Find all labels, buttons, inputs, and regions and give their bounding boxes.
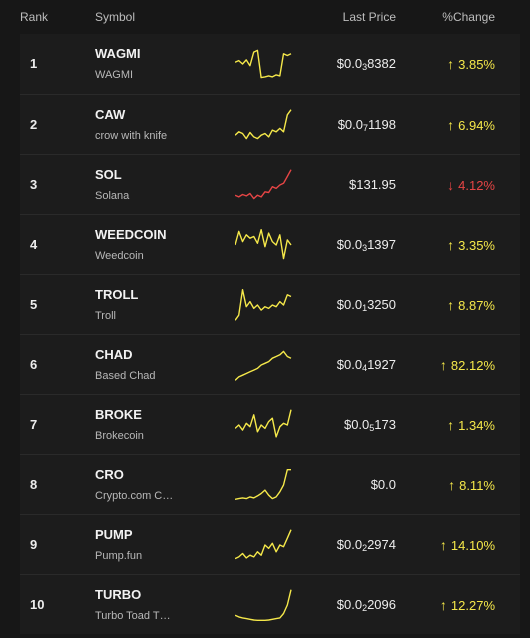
sparkline-chart	[235, 468, 291, 500]
table-row[interactable]: 6 CHAD Based Chad $0.041927 ↑ 82.12%	[20, 334, 520, 394]
rank-number: 8	[30, 477, 38, 492]
header-last-price[interactable]: Last Price	[342, 10, 396, 24]
last-price: $0.041927	[336, 357, 396, 373]
sparkline-chart	[235, 169, 292, 200]
table-row[interactable]: 9 PUMP Pump.fun $0.022974 ↑ 14.10%	[20, 514, 520, 574]
header-symbol[interactable]: Symbol	[95, 10, 136, 24]
table-row[interactable]: 1 WAGMI WAGMI $0.038382 ↑ 3.85%	[20, 34, 520, 94]
last-price: $0.0	[370, 477, 396, 492]
header-change[interactable]: %Change	[442, 10, 495, 24]
last-price: $0.05173	[343, 417, 396, 433]
token-name: Pump.fun	[95, 550, 143, 562]
sparkline-chart	[235, 529, 292, 560]
table-row[interactable]: 4 WEEDCOIN Weedcoin $0.031397 ↑ 3.35%	[20, 214, 520, 274]
symbol-cell[interactable]: WEEDCOIN Weedcoin	[95, 227, 167, 263]
ticker-symbol: PUMP	[95, 527, 133, 542]
rank-number: 10	[30, 597, 45, 612]
percent-change: ↑ 3.85%	[447, 56, 495, 72]
percent-change: ↑ 1.34%	[447, 417, 495, 433]
rank-number: 5	[30, 297, 38, 312]
percent-change: ↑ 8.87%	[447, 297, 495, 313]
ticker-symbol: WEEDCOIN	[95, 227, 167, 242]
symbol-cell[interactable]: CRO Crypto.com C…	[95, 467, 173, 503]
table-row[interactable]: 2 CAW crow with knife $0.071198 ↑ 6.94%	[20, 94, 520, 154]
last-price: $0.031397	[336, 237, 396, 253]
ticker-symbol: CAW	[95, 107, 126, 122]
ticker-symbol: CRO	[95, 467, 124, 482]
arrow-up-icon: ↑	[447, 56, 455, 72]
ticker-symbol: TURBO	[95, 587, 142, 602]
rank-number: 6	[30, 357, 38, 372]
percent-change: ↑ 8.11%	[448, 477, 495, 493]
sparkline-chart	[235, 109, 292, 140]
arrow-up-icon: ↑	[439, 597, 447, 613]
last-price: $0.013250	[336, 297, 396, 313]
last-price: $0.038382	[336, 56, 396, 72]
percent-change: ↑ 12.27%	[439, 597, 495, 613]
percent-change: ↑ 6.94%	[447, 117, 495, 133]
symbol-cell[interactable]: PUMP Pump.fun	[95, 527, 142, 563]
sparkline-chart	[235, 409, 292, 438]
sparkline-chart	[235, 49, 292, 79]
symbol-cell[interactable]: SOL Solana	[95, 167, 129, 203]
symbol-cell[interactable]: TROLL Troll	[95, 287, 138, 323]
table-body: 1 WAGMI WAGMI $0.038382 ↑ 3.85% 2 CAW cro…	[0, 34, 530, 634]
arrow-up-icon: ↑	[439, 537, 447, 553]
sparkline-chart	[235, 350, 292, 381]
percent-change: ↓ 4.12%	[447, 177, 495, 193]
last-price: $131.95	[349, 177, 396, 192]
last-price: $0.022974	[336, 537, 396, 553]
token-name: WAGMI	[95, 69, 134, 81]
token-name: Crypto.com C…	[95, 490, 174, 502]
token-name: Brokecoin	[95, 430, 144, 442]
sparkline-chart	[235, 589, 292, 621]
arrow-up-icon: ↑	[447, 117, 455, 133]
table-row[interactable]: 3 SOL Solana $131.95 ↓ 4.12%	[20, 154, 520, 214]
ticker-symbol: WAGMI	[95, 46, 141, 61]
ticker-symbol: CHAD	[95, 347, 133, 362]
rank-number: 3	[30, 177, 38, 192]
rank-number: 7	[30, 417, 38, 432]
last-price: $0.071198	[337, 117, 396, 133]
token-name: Solana	[95, 190, 130, 202]
ticker-symbol: BROKE	[95, 407, 142, 422]
symbol-cell[interactable]: BROKE Brokecoin	[95, 407, 144, 443]
token-name: Based Chad	[95, 370, 156, 382]
rank-number: 4	[30, 237, 38, 252]
sparkline-chart	[235, 228, 292, 260]
percent-change: ↑ 3.35%	[447, 237, 495, 253]
arrow-up-icon: ↑	[439, 357, 447, 373]
last-price: $0.022096	[336, 597, 396, 613]
header-rank[interactable]: Rank	[20, 10, 49, 24]
table-row[interactable]: 7 BROKE Brokecoin $0.05173 ↑ 1.34%	[20, 394, 520, 454]
rank-number: 2	[30, 117, 38, 132]
table-row[interactable]: 8 CRO Crypto.com C… $0.0 ↑ 8.11%	[20, 454, 520, 514]
arrow-down-icon: ↓	[447, 177, 455, 193]
arrow-up-icon: ↑	[447, 237, 455, 253]
table-row[interactable]: 5 TROLL Troll $0.013250 ↑ 8.87%	[20, 274, 520, 334]
arrow-up-icon: ↑	[447, 297, 455, 313]
symbol-cell[interactable]: CHAD Based Chad	[95, 347, 156, 383]
ticker-symbol: SOL	[95, 167, 122, 182]
rank-number: 9	[30, 537, 38, 552]
arrow-up-icon: ↑	[448, 477, 456, 493]
percent-change: ↑ 14.10%	[439, 537, 495, 553]
token-name: Weedcoin	[95, 250, 144, 262]
token-name: crow with knife	[95, 130, 168, 142]
symbol-cell[interactable]: CAW crow with knife	[95, 107, 167, 143]
token-name: Troll	[95, 310, 116, 322]
sparkline-chart	[235, 288, 292, 321]
ticker-symbol: TROLL	[95, 287, 139, 302]
token-name: Turbo Toad T…	[95, 610, 171, 622]
percent-change: ↑ 82.12%	[439, 357, 495, 373]
table-header: Rank Symbol Last Price %Change	[0, 0, 530, 34]
symbol-cell[interactable]: TURBO Turbo Toad T…	[95, 587, 171, 623]
rank-number: 1	[30, 56, 38, 71]
table-row[interactable]: 10 TURBO Turbo Toad T… $0.022096 ↑ 12.27%	[20, 574, 520, 634]
symbol-cell[interactable]: WAGMI WAGMI	[95, 46, 141, 82]
arrow-up-icon: ↑	[447, 417, 455, 433]
